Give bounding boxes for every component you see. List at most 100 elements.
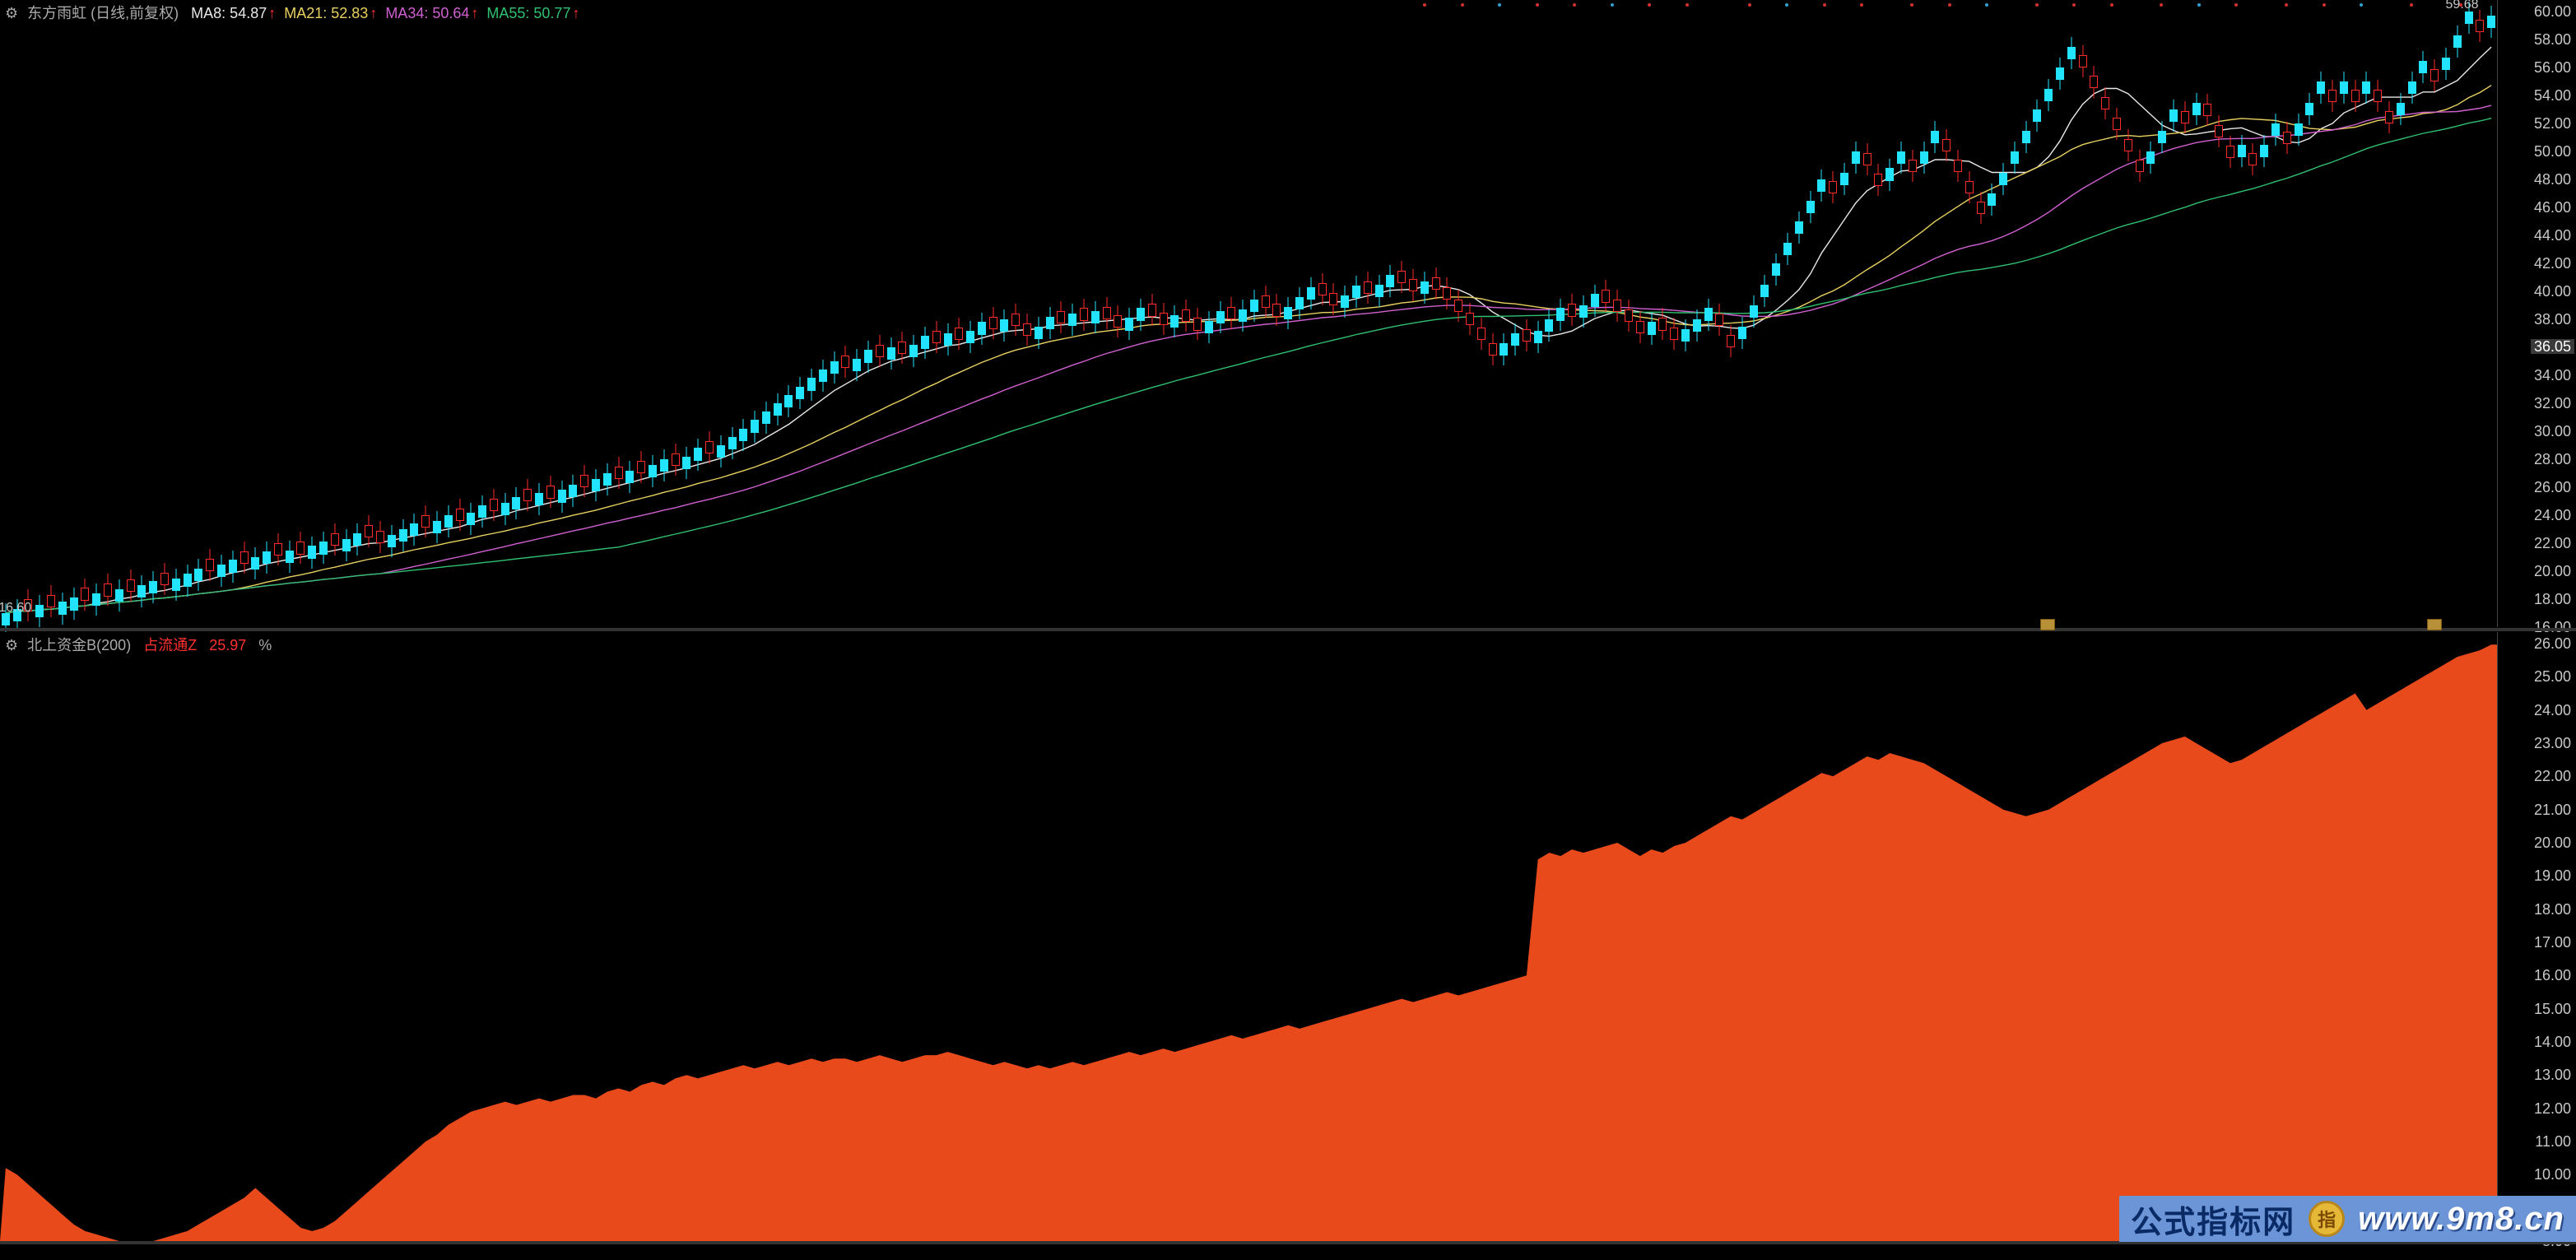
sub-indicator-panel[interactable]: ⚙ 北上资金B(200) 占流通Z 25.97 % 8.009.0010.001… (0, 632, 2576, 1241)
candle (660, 12, 668, 627)
marker-dot (2110, 3, 2113, 7)
candle (1148, 12, 1156, 627)
candle (1613, 12, 1621, 627)
candle (58, 12, 67, 627)
y-tick: 12.00 (2534, 1101, 2571, 1116)
candle (1817, 12, 1825, 627)
candle (263, 12, 271, 627)
candle (1693, 12, 1701, 627)
marker-dot (2234, 3, 2238, 7)
candle (2011, 12, 2019, 627)
watermark-banner: 公式指标网 指 www.9m8.cn (2119, 1196, 2576, 1242)
candle (1783, 12, 1792, 627)
candle (194, 12, 202, 627)
candle (115, 12, 123, 627)
candle (784, 12, 793, 627)
marker-dot (1498, 3, 1501, 7)
candle (1023, 12, 1031, 627)
candle (2124, 12, 2132, 627)
candle (898, 12, 906, 627)
marker-dot (1860, 3, 1863, 7)
candle (1386, 12, 1394, 627)
watermark-cn-text: 公式指标网 (2131, 1197, 2295, 1242)
candle (592, 12, 600, 627)
marker-dot (1423, 3, 1426, 7)
candle (1421, 12, 1429, 627)
candle (1454, 12, 1462, 627)
candle (1035, 12, 1043, 627)
y-tick: 22.00 (2534, 769, 2571, 783)
y-tick: 26.00 (2534, 480, 2571, 495)
candle (1863, 12, 1872, 627)
main-y-axis: 16.0018.0020.0022.0024.0026.0028.0030.00… (2497, 0, 2576, 627)
candle (909, 12, 918, 627)
candle (2374, 12, 2382, 627)
marker-dot (2285, 3, 2288, 7)
flag-icon (2427, 619, 2442, 630)
top-marker-dots (0, 3, 2497, 12)
candle (1329, 12, 1337, 627)
candle (1489, 12, 1497, 627)
candle (1704, 12, 1713, 627)
y-tick: 42.00 (2534, 256, 2571, 271)
candle (501, 12, 509, 627)
candle (1500, 12, 1508, 627)
candle (467, 12, 475, 627)
area-fill (0, 644, 2497, 1241)
candle (705, 12, 714, 627)
candle (1284, 12, 1292, 627)
candle (286, 12, 294, 627)
candle (2169, 12, 2178, 627)
candle (353, 12, 361, 627)
main-candlestick-panel[interactable]: ⚙ 东方雨虹 (日线,前复权) MA8: 54.87MA21: 52.83MA3… (0, 0, 2576, 627)
candle (1397, 12, 1406, 627)
y-tick: 22.00 (2534, 536, 2571, 551)
candle (1080, 12, 1088, 627)
y-tick: 50.00 (2534, 144, 2571, 159)
candle (1046, 12, 1054, 627)
marker-dot (1648, 3, 1651, 7)
candle (2351, 12, 2360, 627)
candle (1091, 12, 1100, 627)
candle (2203, 12, 2211, 627)
candle (2215, 12, 2223, 627)
candle (1523, 12, 1531, 627)
y-tick: 28.00 (2534, 452, 2571, 467)
marker-dot (1823, 3, 1826, 7)
sub-plot-area[interactable] (0, 644, 2497, 1241)
candle (1272, 12, 1281, 627)
candle (399, 12, 407, 627)
candle (376, 12, 384, 627)
candle (127, 12, 135, 627)
candle (92, 12, 100, 627)
candle (694, 12, 702, 627)
candle (2362, 12, 2370, 627)
panel-divider[interactable] (0, 628, 2576, 631)
candle (887, 12, 895, 627)
candle (1886, 12, 1894, 627)
candle (70, 12, 78, 627)
candle (1318, 12, 1327, 627)
candle (1670, 12, 1678, 627)
candle (1477, 12, 1486, 627)
y-tick: 40.00 (2534, 284, 2571, 299)
y-tick: 17.00 (2534, 935, 2571, 950)
candle (1216, 12, 1225, 627)
candle (978, 12, 986, 627)
candle (774, 12, 782, 627)
candle (1727, 12, 1735, 627)
main-plot-area[interactable]: 59.6816.60 (0, 12, 2497, 627)
candle (1409, 12, 1417, 627)
candle (876, 12, 884, 627)
y-tick: 13.00 (2534, 1067, 2571, 1082)
marker-dot (1748, 3, 1751, 7)
candle (1556, 12, 1565, 627)
candle (1341, 12, 1349, 627)
candle (1239, 12, 1247, 627)
candle (1352, 12, 1360, 627)
area-fill-svg (0, 644, 2497, 1241)
flag-icon (2040, 619, 2055, 630)
y-tick: 25.00 (2534, 669, 2571, 684)
marker-dot (1461, 3, 1464, 7)
candle (615, 12, 623, 627)
